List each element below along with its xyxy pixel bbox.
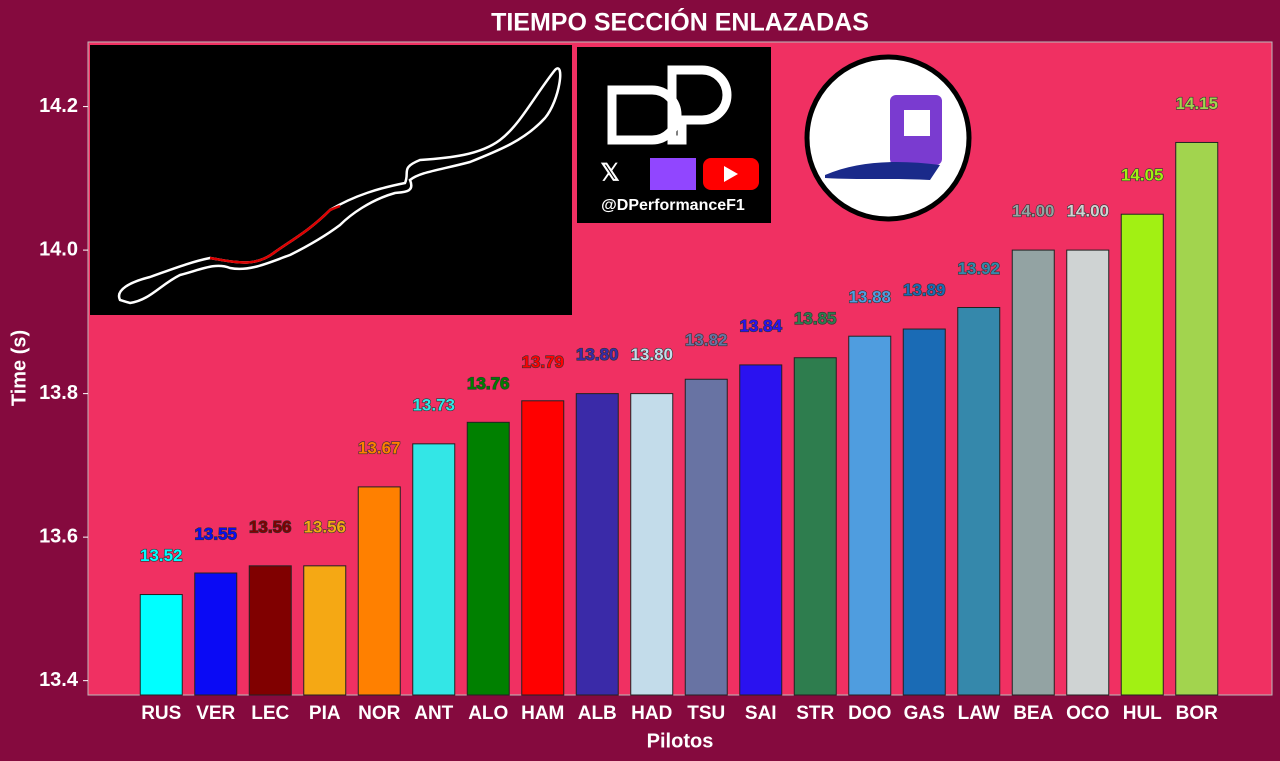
value-label: 13.52 [140, 546, 183, 565]
bar [194, 572, 238, 696]
y-axis-label: Time (s) [8, 330, 30, 406]
x-tick-label: RUS [141, 703, 181, 724]
bar [357, 486, 401, 696]
bar [466, 421, 510, 696]
bar [684, 378, 728, 696]
value-label: 13.55 [194, 524, 237, 543]
x-tick-label: LAW [958, 703, 1000, 724]
brand-logo: 𝕏 @DPerformanceF1 [577, 47, 771, 223]
value-label: 13.56 [249, 517, 292, 536]
bar [848, 335, 892, 696]
value-label: 13.84 [739, 316, 782, 335]
x-tick-label: GAS [904, 703, 945, 724]
bar [412, 443, 456, 696]
x-axis-label: Pilotos [647, 730, 714, 752]
y-tick-label: 13.6 [39, 525, 78, 547]
bar [521, 400, 565, 696]
watermark: @DPerformanceF1 [601, 197, 745, 214]
bar [1175, 141, 1219, 696]
team-logo [804, 54, 972, 222]
bar [957, 307, 1001, 696]
x-tick-label: VER [196, 703, 235, 724]
bar [1011, 249, 1055, 696]
chart-title: TIEMPO SECCIÓN ENLAZADAS [491, 7, 869, 37]
track-map [90, 45, 572, 315]
x-tick-label: STR [796, 703, 834, 724]
value-label: 14.00 [1012, 202, 1055, 221]
value-label: 13.80 [630, 345, 673, 364]
y-tick-label: 14.2 [39, 95, 78, 117]
x-tick-label: BEA [1013, 703, 1053, 724]
x-tick-label: NOR [358, 703, 401, 724]
y-tick-label: 14.0 [39, 238, 78, 260]
bar [303, 565, 347, 696]
value-label: 13.76 [467, 374, 510, 393]
value-label: 13.92 [957, 259, 1000, 278]
x-tick-label: ALO [468, 703, 508, 724]
value-label: 13.67 [358, 438, 401, 457]
x-tick-label: LEC [251, 703, 289, 724]
x-tick-label: ANT [414, 703, 453, 724]
value-label: 14.15 [1175, 94, 1218, 113]
value-label: 13.88 [848, 288, 891, 307]
value-label: 14.05 [1121, 166, 1164, 185]
x-tick-label: HUL [1123, 703, 1162, 724]
y-tick-label: 13.4 [39, 669, 79, 691]
x-tick-label: DOO [848, 703, 891, 724]
x-tick-label: BOR [1176, 703, 1219, 724]
value-label: 13.73 [412, 395, 455, 414]
bar [139, 594, 183, 696]
bar [902, 328, 946, 696]
bar [248, 565, 292, 696]
value-label: 13.79 [521, 352, 564, 371]
x-tick-label: SAI [745, 703, 777, 724]
svg-text:𝕏: 𝕏 [600, 159, 619, 186]
x-tick-label: ALB [578, 703, 617, 724]
bar [739, 364, 783, 696]
value-label: 13.89 [903, 281, 946, 300]
y-tick-label: 13.8 [39, 382, 78, 404]
value-label: 13.56 [303, 517, 346, 536]
bar [793, 357, 837, 696]
x-tick-label: OCO [1066, 703, 1109, 724]
x-tick-label: HAD [631, 703, 672, 724]
bar [575, 393, 619, 696]
value-label: 14.00 [1066, 202, 1109, 221]
x-tick-label: HAM [521, 703, 564, 724]
value-label: 13.85 [794, 309, 837, 328]
x-tick-label: PIA [309, 703, 341, 724]
x-tick-label: TSU [687, 703, 725, 724]
value-label: 13.80 [576, 345, 619, 364]
bar [1066, 249, 1110, 696]
bar [630, 393, 674, 696]
bar [1120, 213, 1164, 696]
value-label: 13.82 [685, 331, 728, 350]
